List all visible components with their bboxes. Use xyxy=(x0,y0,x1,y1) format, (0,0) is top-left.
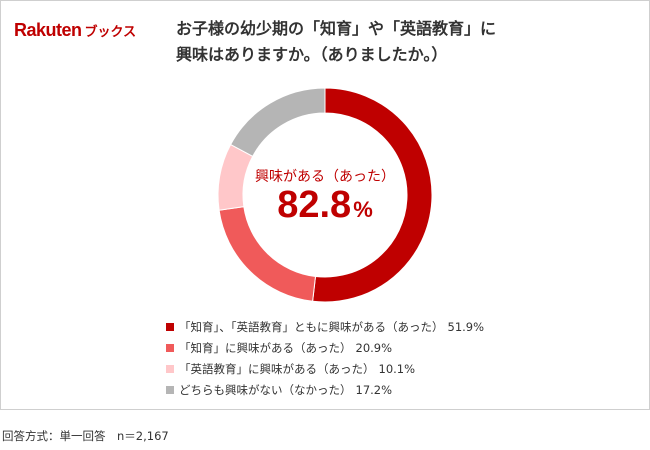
brand-name: Rakuten xyxy=(14,20,82,40)
rakuten-books-logo: Rakuten ブックス xyxy=(14,20,136,41)
legend-swatch-4 xyxy=(166,385,174,394)
chart-title-line-1: お子様の幼少期の「知育」や「英語教育」に xyxy=(176,19,497,38)
legend-item-4: どちらも興味がない（なかった） 17.2% xyxy=(166,379,484,400)
chart-legend: 「知育」、「英語教育」ともに興味がある（あった） 51.9% 「知育」に興味がある（… xyxy=(166,316,484,400)
legend-swatch-1 xyxy=(166,322,174,331)
legend-label-1: 「知育」、「英語教育」ともに興味がある（あった） xyxy=(179,319,444,334)
legend-label-3: 「英語教育」に興味がある（あった） xyxy=(179,361,375,376)
chart-title-line-2: 興味はありますか。（ありましたか。） xyxy=(176,45,448,64)
legend-label-4: どちらも興味がない（なかった） xyxy=(179,382,352,397)
legend-swatch-3 xyxy=(166,364,174,373)
legend-value-3: 10.1% xyxy=(378,361,416,376)
legend-label-2: 「知育」に興味がある（あった） xyxy=(179,340,352,355)
donut-slice-4 xyxy=(229,87,326,158)
chart-card xyxy=(0,0,650,410)
center-value-number: 82.8 xyxy=(277,184,352,226)
brand-sub: ブックス xyxy=(84,25,137,40)
legend-item-3: 「英語教育」に興味がある（あった） 10.1% xyxy=(166,358,484,379)
chart-title: お子様の幼少期の「知育」や「英語教育」に 興味はありますか。（ありましたか。） xyxy=(176,16,616,68)
legend-item-2: 「知育」に興味がある（あった） 20.9% xyxy=(166,337,484,358)
center-label: 興味がある（あった） xyxy=(255,169,395,185)
center-value: 82.8% xyxy=(230,184,420,227)
donut-slice-1 xyxy=(312,87,433,303)
legend-swatch-2 xyxy=(166,343,174,352)
legend-value-2: 20.9% xyxy=(355,340,393,355)
center-value-unit: % xyxy=(353,197,373,222)
legend-value-4: 17.2% xyxy=(355,382,393,397)
survey-footnote: 回答方式：単一回答 n＝2,167 xyxy=(2,429,169,443)
legend-value-1: 51.9% xyxy=(447,319,485,334)
legend-item-1: 「知育」、「英語教育」ともに興味がある（あった） 51.9% xyxy=(166,316,484,337)
